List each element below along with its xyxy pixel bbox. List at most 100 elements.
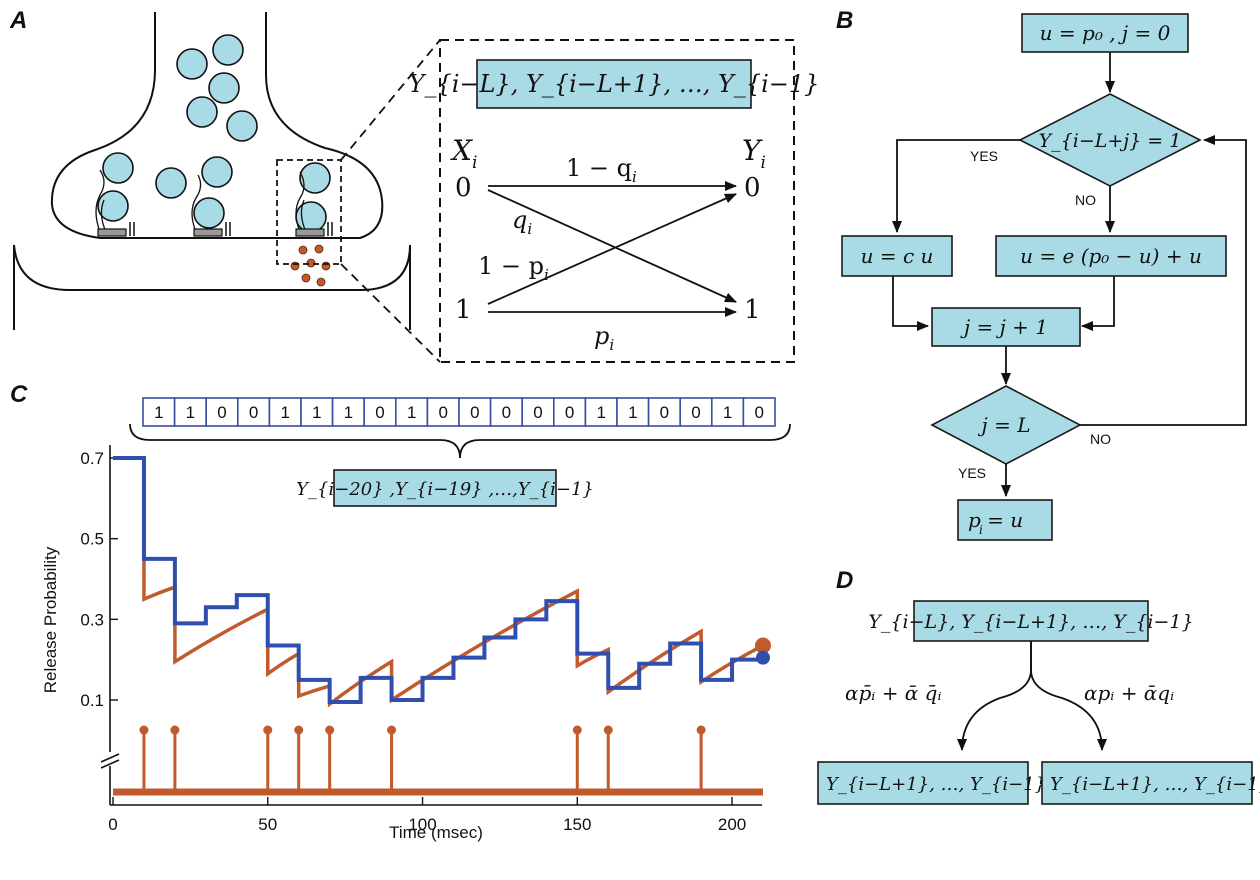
series-end-marker-estimate [756, 650, 770, 665]
increment-box [931, 307, 1081, 347]
arrow-0-to-1 [487, 189, 737, 303]
bit-value: 0 [691, 403, 700, 422]
d-left-edge: αp̄ᵢ + ᾱ q̄ᵢ [845, 681, 942, 705]
panel-label-d: D [836, 567, 853, 594]
spike-marker [572, 725, 582, 735]
arrow-1-to-0 [487, 193, 737, 305]
result-text: p = u [968, 508, 1023, 532]
init-box [1021, 13, 1189, 53]
bit-value: 0 [470, 403, 479, 422]
x-tick-label: 0 [108, 815, 117, 834]
edge-label-top: 1 − qi [566, 154, 637, 186]
panel-label-b: B [836, 7, 853, 34]
bit-cell [237, 397, 271, 427]
bit-value: 0 [249, 403, 258, 422]
x-tick-label: 200 [718, 815, 746, 834]
no-label-2: NO [1090, 431, 1111, 447]
bit-cell [584, 397, 618, 427]
yes-label: YES [970, 148, 998, 164]
y-tick-label: 0.7 [80, 449, 104, 468]
left-update-box [841, 235, 953, 277]
panel-label-a: A [9, 7, 27, 34]
bit-value: 0 [565, 403, 574, 422]
check-text: j = L [978, 413, 1031, 437]
spike-marker [603, 725, 613, 735]
bit-cell [489, 397, 524, 427]
channel-diagram: Y_{i−L}, Y_{i−L+1}, …, Y_{i−1} Xi Yi 0 1… [409, 39, 820, 363]
no-label: NO [1075, 192, 1096, 208]
bit-cell [268, 397, 302, 427]
spike-marker [325, 725, 335, 735]
bit-cell [142, 397, 176, 427]
y-tick-label: 0.5 [80, 530, 104, 549]
bit-value: 1 [186, 403, 195, 422]
bit-cell [205, 397, 239, 427]
release-probability-chart: Release Probability Time (msec) 0 50 100 15… [41, 445, 771, 842]
spike-marker [696, 725, 706, 735]
bit-value: 1 [628, 403, 637, 422]
bit-cell [679, 397, 713, 427]
right-update-box [995, 235, 1227, 277]
result-box [957, 499, 1053, 541]
bit-value: 1 [154, 403, 163, 422]
left-update-text: u = c u [861, 244, 934, 268]
edge-label-1mp: 1 − pi [478, 252, 549, 284]
axis-break-mark [100, 759, 120, 769]
spike-marker [139, 725, 149, 735]
series-end-marker-model [755, 637, 771, 654]
spike-marker [294, 725, 304, 735]
edge-label-p: pi [594, 322, 614, 354]
d-left-box [817, 761, 1029, 805]
series-line-estimate [113, 456, 765, 705]
y-axis-label: Release Probability [41, 546, 60, 693]
d-right-box [1041, 761, 1253, 805]
history-box-c [333, 469, 557, 507]
bit-value: 0 [502, 403, 511, 422]
bit-value: 0 [217, 403, 226, 422]
edge-label-q: qi [512, 206, 532, 238]
input-state-0: 0 [455, 173, 472, 203]
bit-cell [458, 397, 492, 427]
history-text-a: Y_{i−L}, Y_{i−L+1}, …, Y_{i−1} [409, 70, 820, 98]
transition-diagram: Y_{i−L}, Y_{i−L+1}, …, Y_{i−1} αp̄ᵢ + ᾱ … [817, 600, 1260, 805]
x-tick-label: 100 [408, 815, 436, 834]
spike-marker [170, 725, 180, 735]
y-tick-label: 0.1 [80, 691, 104, 710]
x-tick-label: 50 [258, 815, 277, 834]
bit-cell [742, 397, 776, 427]
history-box-a [476, 59, 752, 109]
bit-value: 0 [533, 403, 542, 422]
synapse-illustration [13, 12, 441, 363]
bit-cell [710, 397, 745, 427]
output-state-0: 0 [744, 173, 761, 203]
input-state-1: 1 [455, 295, 472, 325]
x-label: Xi [450, 134, 477, 173]
d-right-edge: αpᵢ + ᾱqᵢ [1084, 681, 1174, 705]
axis-break-mark [100, 753, 120, 763]
d-left-text: Y_{i−L+1}, …, Y_{i−1},0 [826, 771, 1069, 795]
history-brace [129, 423, 791, 459]
bit-sequence: 1 1 0 0 1 1 1 0 1 0 0 0 0 0 1 1 0 0 1 0 [142, 397, 776, 427]
bit-value: 1 [280, 403, 289, 422]
bit-cell [331, 397, 366, 427]
y-tick-label: 0.3 [80, 610, 104, 629]
bit-value: 1 [312, 403, 321, 422]
bit-value: 1 [596, 403, 605, 422]
bit-value: 0 [754, 403, 763, 422]
yes-label-2: YES [958, 465, 986, 481]
d-top-text: Y_{i−L}, Y_{i−L+1}, …, Y_{i−1} [868, 611, 1193, 633]
d-top-box [913, 600, 1149, 642]
output-state-1: 1 [744, 295, 761, 325]
history-text-c: Y_{i−20} ,Y_{i−19} ,…,Y_{i−1} [296, 479, 594, 500]
decision-text: Y_{i−L+j} = 1 [1039, 130, 1182, 152]
result-sub: i [979, 523, 983, 537]
bit-value: 0 [375, 403, 384, 422]
spike-marker [387, 725, 397, 735]
d-right-text: Y_{i−L+1}, …, Y_{i−1},1 [1050, 771, 1260, 795]
right-update-text: u = e (p₀ − u) + u [1020, 244, 1202, 268]
init-text: u = p₀ , j = 0 [1040, 21, 1171, 45]
bit-value: 0 [438, 403, 447, 422]
panel-label-c: C [10, 381, 28, 408]
bit-cell [394, 397, 429, 427]
bit-value: 1 [723, 403, 732, 422]
